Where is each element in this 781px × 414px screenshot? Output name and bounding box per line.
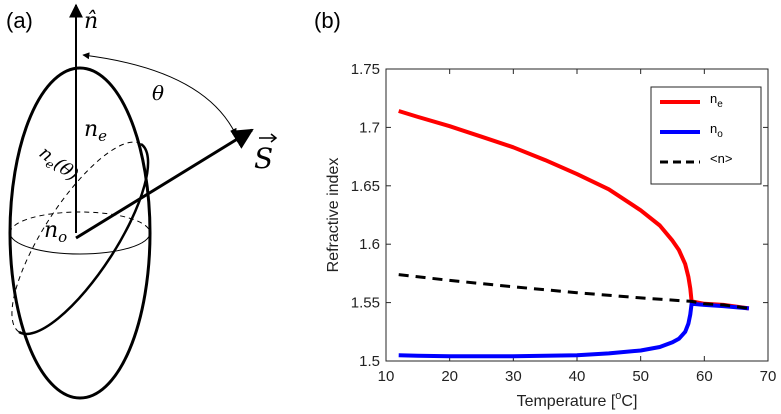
y-tick-label: 1.6 [359, 236, 380, 253]
x-tick-label: 30 [505, 368, 522, 385]
x-tick-label: 40 [569, 368, 586, 385]
y-tick-label: 1.65 [351, 178, 380, 195]
ne-label: ne [84, 117, 107, 145]
ne-theta-label: ne(θ) [34, 142, 83, 187]
panel-b: (b) 10 20 30 40 50 60 701.51.551.61.651.71.75 … [314, 8, 776, 410]
no-label: no [44, 218, 67, 246]
y-tick-label: 1.7 [359, 119, 380, 136]
s-vector-arrow-icon [259, 133, 278, 143]
series-line-1 [398, 301, 750, 359]
x-tick-label: 70 [760, 368, 777, 385]
poynting-vector [75, 128, 254, 240]
theta-arc [82, 52, 237, 136]
x-tick-label: 20 [441, 368, 458, 385]
axis-ticks: 10 20 30 40 50 60 70 1.5 1.55 1.6 1.65 1.7 1.75 [351, 61, 777, 385]
x-tick-label: 10 [378, 368, 395, 385]
x-tick-label: 60 [696, 368, 713, 385]
series-line-2 [398, 273, 750, 310]
y-tick-label: 1.55 [351, 295, 380, 312]
legend-label-1: no [710, 121, 723, 140]
s-label: S [254, 142, 273, 175]
cross-section [11, 141, 150, 336]
theta-label: θ [152, 81, 164, 105]
equator-front [9, 232, 151, 255]
panel-a-label: (a) [6, 8, 33, 33]
x-tick-label: 50 [632, 368, 649, 385]
legend-label-2: <n> [710, 151, 732, 166]
y-axis-label: Refractive index [325, 158, 342, 273]
panel-b-label: (b) [314, 8, 341, 33]
data-series [398, 109, 750, 359]
panel-a: (a) n̂ S θ ne ne(θ) no [6, 3, 278, 400]
x-axis-label: Temperature [oC] [517, 390, 638, 410]
equator-back [9, 211, 151, 234]
index-ellipsoid [8, 66, 152, 400]
legend-label-0: ne [710, 91, 723, 110]
n-hat-label: n̂ [84, 9, 98, 34]
y-tick-label: 1.5 [359, 353, 380, 370]
legend: ne no <n> [650, 86, 762, 185]
y-tick-label: 1.75 [351, 61, 380, 78]
